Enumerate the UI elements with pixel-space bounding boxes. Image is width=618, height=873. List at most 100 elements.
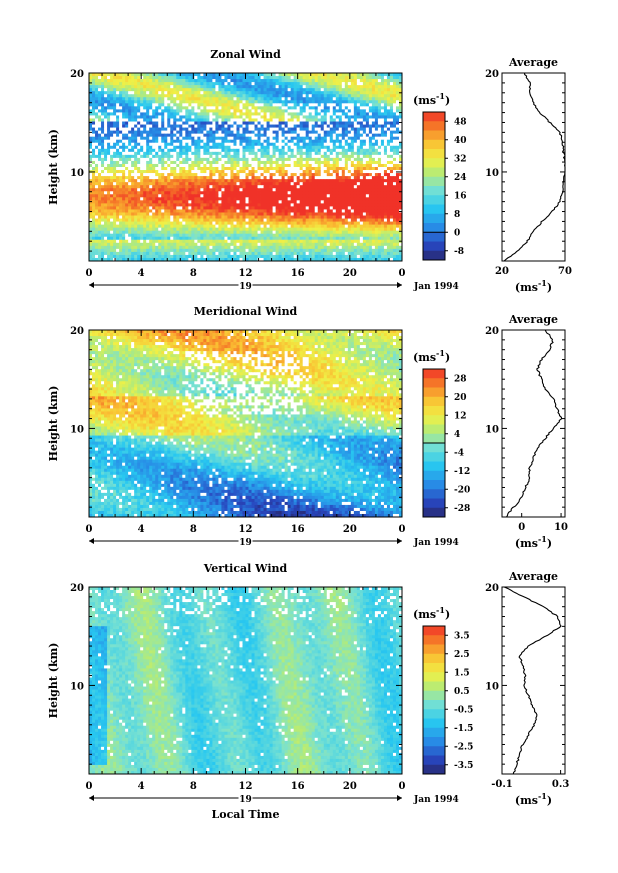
heatmap-cell	[305, 142, 310, 147]
heatmap-cell	[182, 142, 186, 147]
heatmap-cell	[134, 151, 138, 156]
heatmap-cell	[374, 76, 379, 80]
heatmap-cell	[386, 209, 391, 213]
heatmap-cell	[155, 209, 159, 213]
heatmap-cell	[203, 179, 207, 183]
heatmap-cell	[383, 94, 388, 98]
heatmap-cell	[341, 154, 346, 159]
heatmap-cell	[134, 197, 138, 201]
heatmap-cell	[245, 185, 249, 189]
heatmap-cell	[197, 160, 201, 165]
heatmap-cell	[131, 182, 135, 186]
heatmap-cell	[236, 151, 240, 156]
heatmap-cell	[245, 145, 249, 150]
heatmap-cell	[290, 124, 295, 128]
heatmap-cell	[299, 85, 304, 89]
heatmap-cell	[245, 112, 249, 116]
heatmap-cell	[110, 215, 114, 219]
heatmap-cell	[302, 76, 307, 80]
heatmap-cell	[128, 82, 132, 86]
heatmap-cell	[305, 145, 310, 150]
heatmap-cell	[311, 197, 316, 201]
heatmap-cell	[119, 130, 123, 135]
heatmap-cell	[326, 200, 331, 204]
heatmap-cell	[263, 212, 267, 216]
heatmap-cell	[353, 170, 358, 174]
heatmap-cell	[116, 115, 120, 119]
heatmap-cell	[230, 194, 234, 198]
heatmap-cell	[311, 136, 316, 141]
heatmap-cell	[164, 118, 168, 122]
heatmap-cell	[122, 112, 126, 116]
heatmap-cell	[386, 142, 391, 147]
heatmap-cell	[356, 215, 361, 219]
heatmap-cell	[275, 173, 280, 177]
heatmap-cell	[311, 97, 316, 101]
heatmap-cell	[125, 145, 129, 150]
heatmap-cell	[305, 160, 310, 165]
heatmap-cell	[209, 118, 213, 122]
heatmap-cell	[170, 154, 174, 159]
heatmap-cell	[239, 103, 243, 107]
heatmap-cell	[377, 76, 382, 80]
heatmap-cell	[257, 79, 261, 83]
heatmap-cell	[155, 206, 159, 210]
heatmap-cell	[383, 127, 388, 132]
heatmap-cell	[380, 179, 385, 183]
heatmap-cell	[119, 163, 123, 168]
heatmap-cell	[251, 179, 255, 183]
heatmap-cell	[335, 194, 340, 198]
heatmap-cell	[335, 157, 340, 162]
heatmap-cell	[257, 188, 261, 192]
heatmap-cell	[104, 97, 108, 101]
heatmap-cell	[353, 160, 358, 165]
heatmap-cell	[185, 157, 189, 162]
heatmap-cell	[137, 173, 141, 177]
heatmap-cell	[251, 106, 255, 110]
heatmap-cell	[386, 173, 391, 177]
heatmap-cell	[269, 197, 273, 201]
heatmap-cell	[254, 200, 258, 204]
heatmap-cell	[191, 167, 195, 171]
heatmap-cell	[200, 157, 204, 162]
heatmap-cell	[116, 100, 120, 104]
heatmap-cell	[302, 82, 307, 86]
heatmap-cell	[143, 163, 147, 168]
heatmap-cell	[218, 142, 222, 147]
heatmap-cell	[278, 145, 283, 150]
heatmap-cell	[215, 209, 219, 213]
heatmap-cell	[395, 91, 400, 95]
heatmap-cell	[158, 203, 162, 207]
heatmap-cell	[359, 212, 364, 216]
heatmap-cell	[392, 133, 397, 138]
heatmap-cell	[386, 212, 391, 216]
heatmap-cell	[155, 203, 159, 207]
heatmap-cell	[98, 188, 102, 192]
heatmap-cell	[155, 142, 159, 147]
heatmap-cell	[254, 157, 258, 162]
heatmap-cell	[263, 136, 267, 141]
heatmap-cell	[371, 163, 376, 168]
heatmap-cell	[344, 133, 349, 138]
heatmap-cell	[206, 191, 210, 195]
heatmap-cell	[131, 194, 135, 198]
heatmap-cell	[170, 185, 174, 189]
heatmap-cell	[185, 176, 189, 180]
heatmap-cell	[350, 154, 355, 159]
heatmap-cell	[305, 88, 310, 92]
heatmap-cell	[266, 188, 270, 192]
heatmap-cell	[332, 203, 337, 207]
heatmap-cell	[272, 106, 276, 110]
heatmap-cell	[164, 100, 168, 104]
heatmap-cell	[218, 200, 222, 204]
heatmap-cell	[137, 142, 141, 147]
heatmap-cell	[269, 215, 273, 219]
heatmap-cell	[293, 157, 298, 162]
heatmap-cell	[302, 191, 307, 195]
heatmap-cell	[332, 194, 337, 198]
heatmap-cell	[317, 185, 322, 189]
heatmap-cell	[332, 206, 337, 210]
heatmap-cell	[317, 194, 322, 198]
heatmap-cell	[131, 206, 135, 210]
heatmap-cell	[359, 176, 364, 180]
